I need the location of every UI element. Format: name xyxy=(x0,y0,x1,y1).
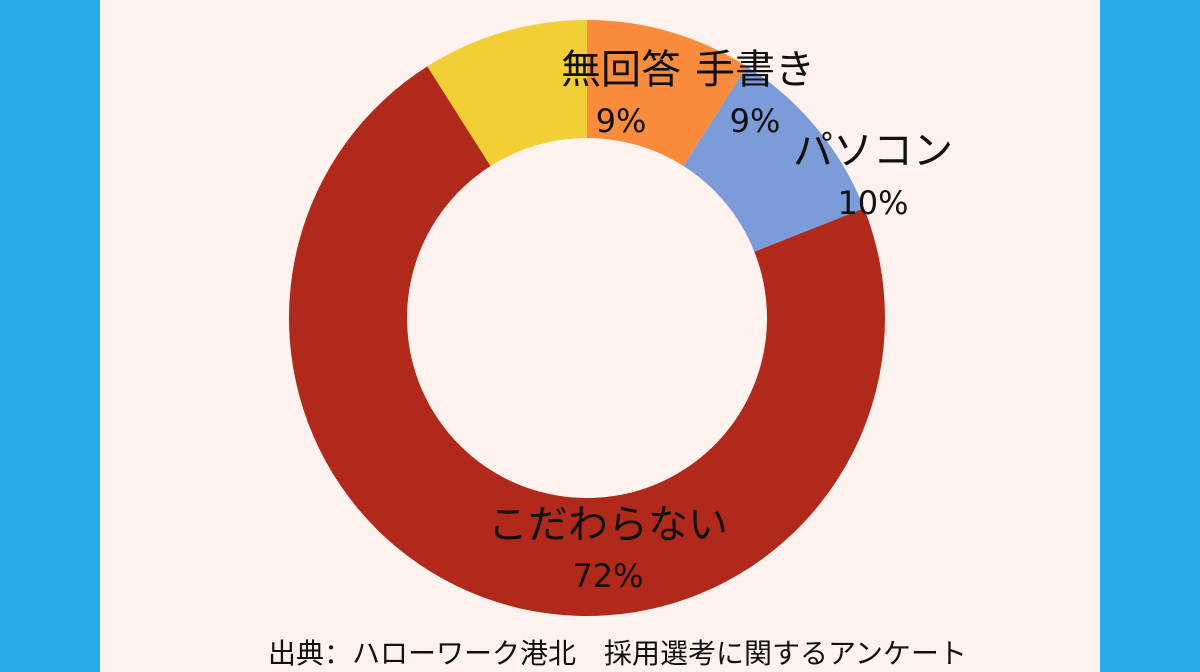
donut-chart xyxy=(289,20,885,616)
slice-value-no-preference: 72% xyxy=(572,557,644,595)
slice-value-handwritten: 9% xyxy=(729,102,781,140)
slice-handwritten xyxy=(587,20,747,167)
slice-no-answer xyxy=(427,20,587,167)
slice-label-handwritten: 手書き xyxy=(695,47,815,93)
slice-label-no-preference: こだわらない xyxy=(488,502,728,548)
chart-panel: 手書き 9% パソコン 10% こだわらない 72% 無回答 9% xyxy=(100,0,1100,672)
slice-label-pc: パソコン xyxy=(793,128,953,174)
source-caption: 出典：ハローワーク港北 採用選考に関するアンケート xyxy=(268,637,967,670)
slice-label-no-answer: 無回答 xyxy=(561,47,681,93)
slice-value-no-answer: 9% xyxy=(595,102,647,140)
slice-value-pc: 10% xyxy=(837,184,909,222)
slice-no-preference xyxy=(289,66,885,616)
slice-pc xyxy=(683,66,865,252)
